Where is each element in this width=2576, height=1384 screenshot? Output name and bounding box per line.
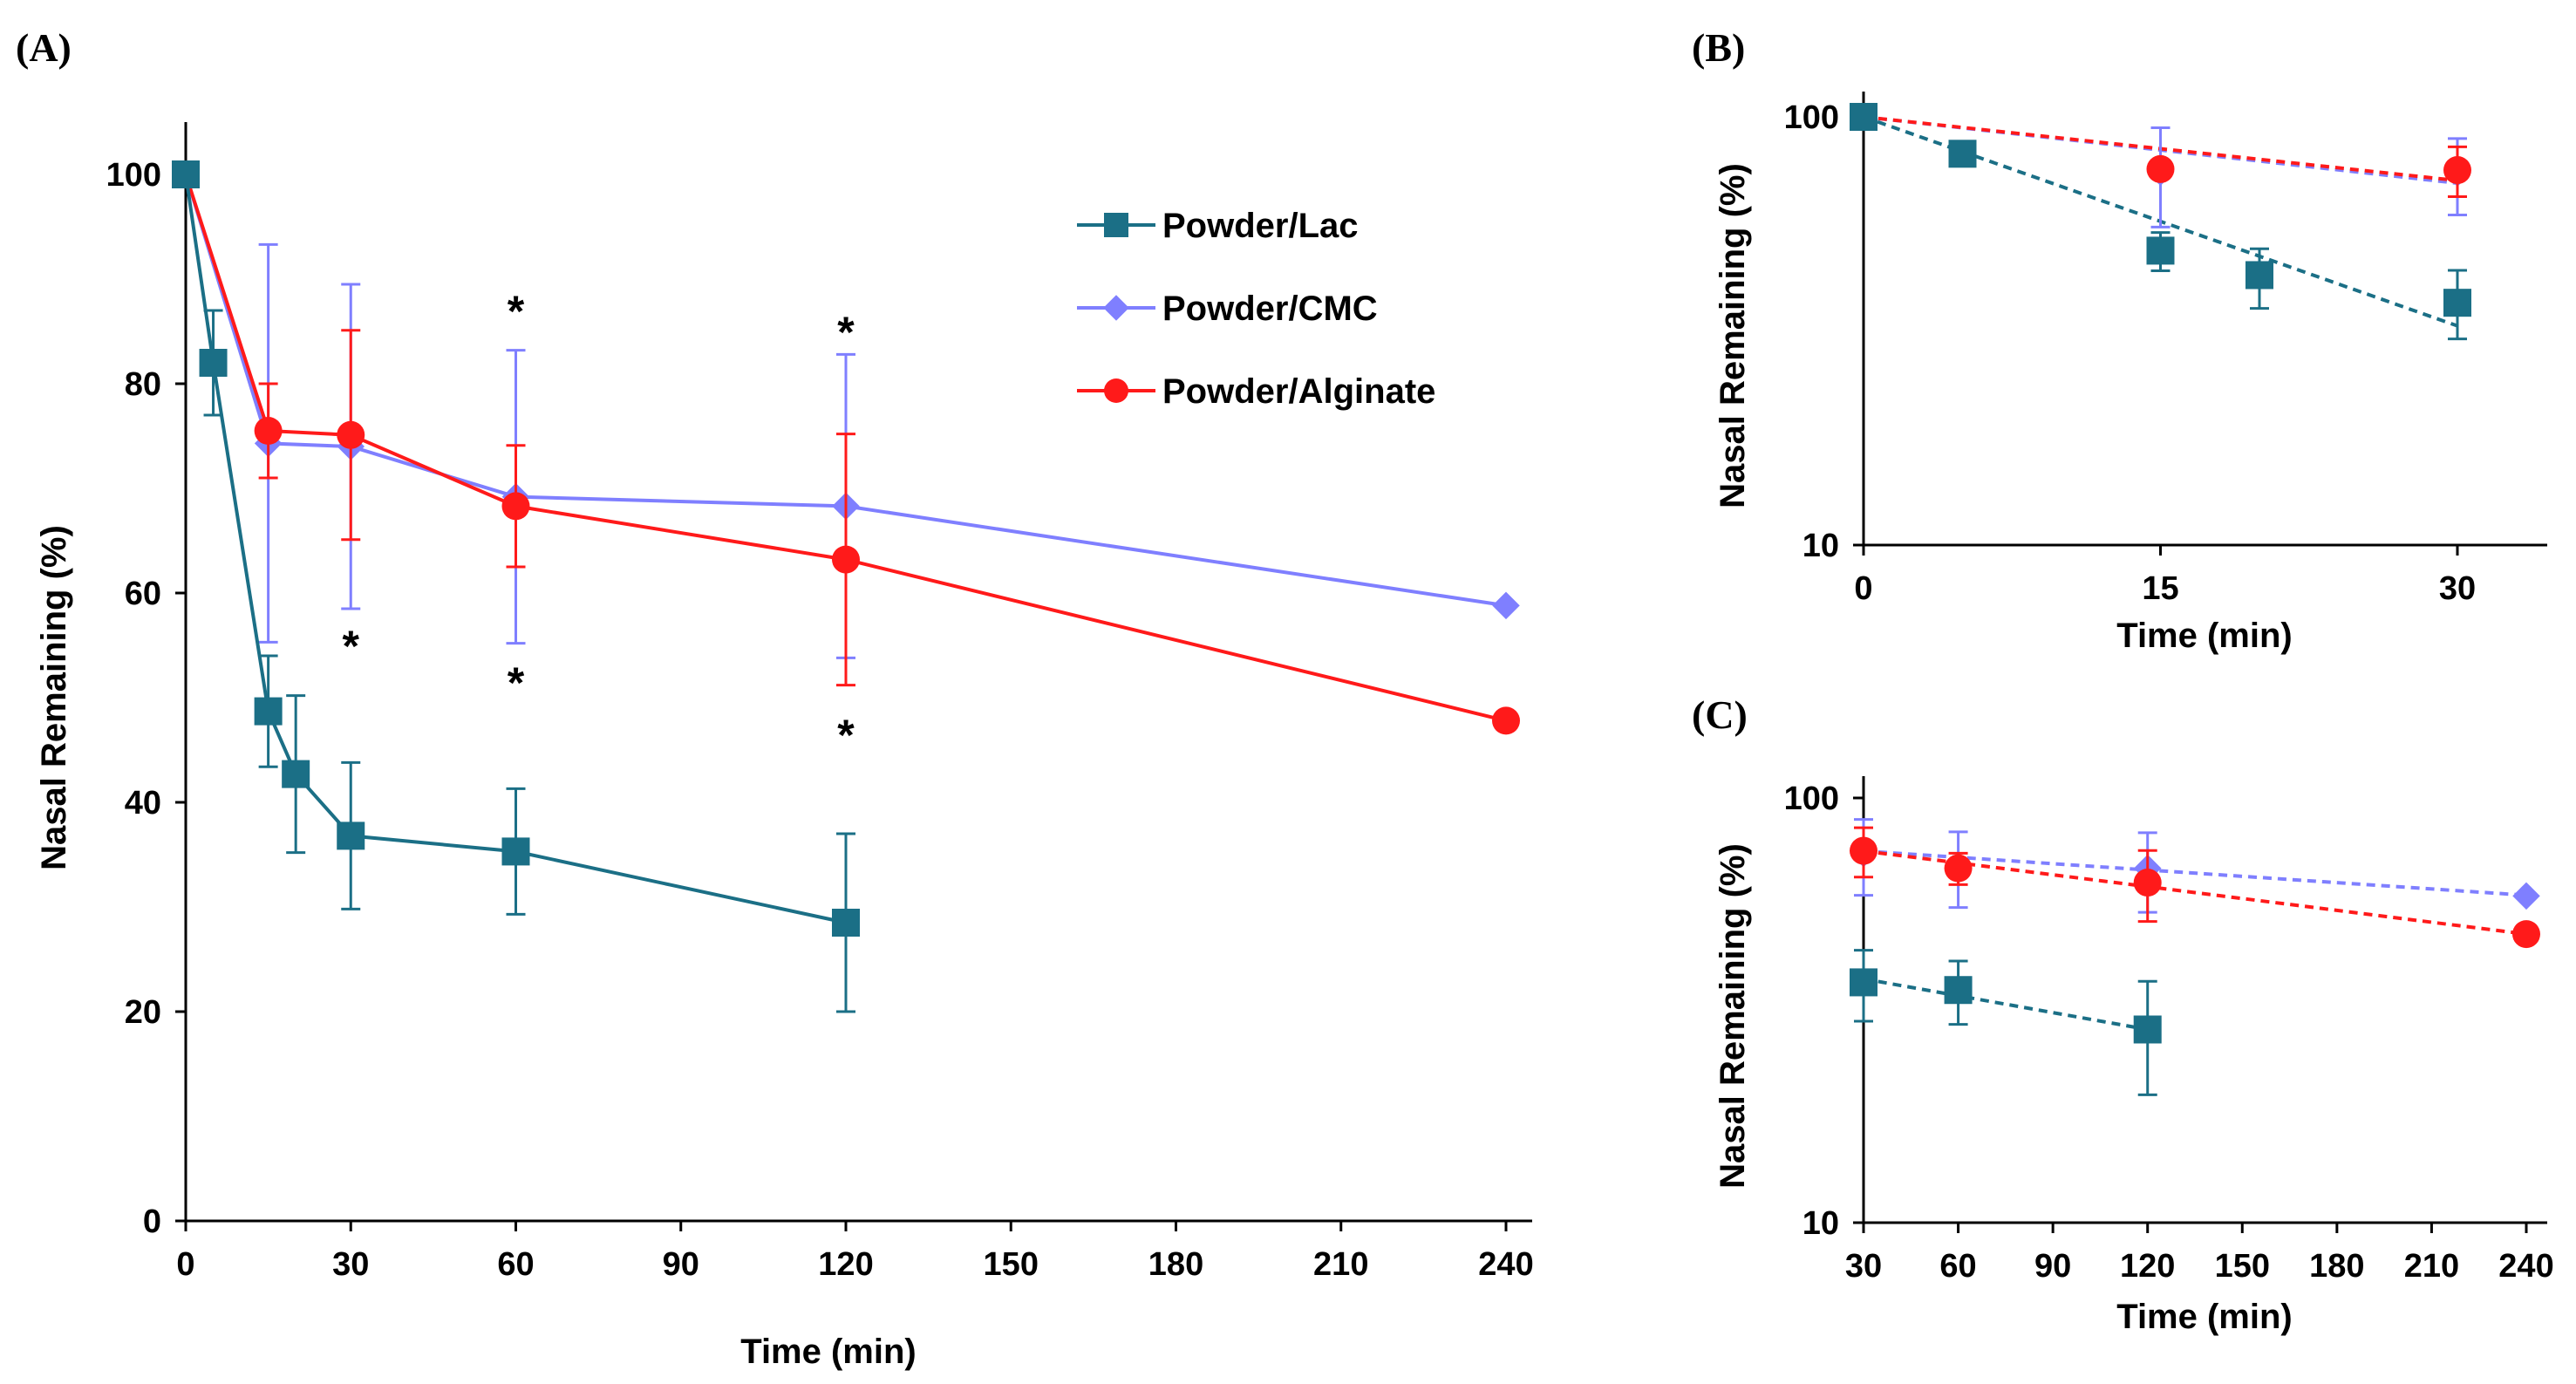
panel-a-x-tick-label: 30 xyxy=(332,1246,369,1283)
panel-a-xlabel: Time (min) xyxy=(740,1333,917,1371)
panel-c-x-tick-label: 90 xyxy=(2034,1248,2071,1285)
panel-b-x-tick-label: 15 xyxy=(2142,570,2178,607)
panel-c-trendline-powder-lac xyxy=(1863,977,2149,1032)
panel-c-point-powder-cmc xyxy=(2512,882,2540,910)
panel-a-significance-star: * xyxy=(508,658,525,707)
panel-c-y-tick-label: 10 xyxy=(1803,1205,1839,1242)
panel-a-significance-star: * xyxy=(508,287,525,336)
panel-b-point-powder-lac xyxy=(1850,103,1877,131)
panel-b-point-powder-alginate xyxy=(2443,156,2471,185)
panel-c-plot: 30 60 90 120 150 180 210 240 10 100 xyxy=(1784,776,2554,1285)
legend-item-cmc: Powder/CMC xyxy=(1077,290,1378,328)
panel-a-point-powder-lac xyxy=(832,909,860,937)
panel-c-x-tick-label: 180 xyxy=(2309,1248,2364,1285)
legend-label-alginate: Powder/Alginate xyxy=(1162,372,1435,411)
panel-a-point-powder-cmc xyxy=(1492,591,1520,620)
panel-b-x-tick-label: 30 xyxy=(2439,570,2476,607)
panel-c-series-powder-lac xyxy=(1850,949,2162,1096)
panel-a-series-powder-alginate xyxy=(172,160,1520,735)
panel-a-point-powder-lac xyxy=(254,697,283,726)
panel-label-c: (C) xyxy=(1692,692,1748,737)
panel-c-series-powder-alginate xyxy=(1850,826,2540,949)
panel-a-y-tick-label: 40 xyxy=(125,785,161,822)
legend-marker-powder-cmc xyxy=(1103,295,1129,321)
panel-c-point-powder-alginate xyxy=(1850,836,1877,865)
legend-marker-shape-powder-alginate xyxy=(1104,378,1128,403)
panel-c-point-powder-lac xyxy=(1944,976,1973,1005)
panel-a-y-tick-label: 20 xyxy=(125,994,161,1031)
panel-b-xlabel: Time (min) xyxy=(2116,617,2293,655)
panel-a-x-tick-label: 180 xyxy=(1148,1246,1203,1283)
panel-b-y-tick-label: 100 xyxy=(1784,99,1839,136)
legend-marker-powder-lac xyxy=(1104,213,1128,237)
panel-a-point-powder-alginate xyxy=(254,417,283,445)
panel-a-line-powder-alginate xyxy=(184,174,1507,723)
panel-a-point-powder-lac xyxy=(501,837,530,866)
panel-a-y-tick-label: 60 xyxy=(125,576,161,612)
panel-a-point-powder-lac xyxy=(172,160,200,188)
panel-a-point-powder-lac xyxy=(282,760,310,788)
panel-a-plot: 0 30 60 90 120 150 180 210 240 0 20 40 60 80 100 * * * * * xyxy=(106,122,1534,1283)
panel-c-x-tick-label: 30 xyxy=(1845,1248,1882,1285)
panel-c-trendline-powder-cmc xyxy=(1863,849,2527,897)
panel-c-x-tick-label: 240 xyxy=(2498,1248,2553,1285)
panel-b-point-powder-lac xyxy=(2443,289,2471,317)
panel-a-point-powder-alginate xyxy=(832,545,860,574)
panel-c-trendline-powder-alginate xyxy=(1863,849,2527,937)
panel-a-point-powder-alginate xyxy=(1492,706,1520,735)
panel-c-point-powder-alginate xyxy=(1944,854,1973,883)
legend-marker-shape-powder-lac xyxy=(1104,213,1128,237)
plots-layer: 0 30 60 90 120 150 180 210 240020406080100*****0… xyxy=(106,92,2554,1285)
legend-label-lac: Powder/Lac xyxy=(1162,207,1359,245)
panel-a-y-tick-label: 100 xyxy=(106,157,161,194)
panel-c-x-tick-label: 60 xyxy=(1939,1248,1976,1285)
panel-c-point-powder-lac xyxy=(1850,968,1877,997)
legend-item-alginate: Powder/Alginate xyxy=(1077,372,1435,411)
panel-c-point-powder-alginate xyxy=(2133,869,2162,897)
panel-label-b: (B) xyxy=(1692,25,1745,70)
panel-a-y-tick-label: 0 xyxy=(143,1203,161,1240)
panel-c-point-powder-lac xyxy=(2133,1015,2162,1044)
panel-b-y-tick-label: 10 xyxy=(1803,528,1839,564)
panel-a-point-powder-alginate xyxy=(337,420,365,449)
legend: Powder/Lac Powder/CMC Powder/Alginate xyxy=(1077,207,1435,411)
panel-a-significance-star: * xyxy=(837,711,855,760)
panel-b-point-powder-alginate xyxy=(2146,154,2175,183)
legend-marker-powder-alginate xyxy=(1104,378,1128,403)
panel-a-significance-star: * xyxy=(837,308,855,357)
panel-b-point-powder-lac xyxy=(2245,261,2273,290)
panel-a-point-powder-alginate xyxy=(501,492,530,521)
panel-a-x-tick-label: 240 xyxy=(1478,1246,1533,1283)
panel-a-ylabel: Nasal Remaining (%) xyxy=(35,525,73,870)
panel-a-x-tick-label: 210 xyxy=(1313,1246,1368,1283)
panel-c-ylabel: Nasal Remaining (%) xyxy=(1714,843,1752,1189)
panel-b-series-powder-lac xyxy=(1850,103,2471,341)
panel-b-x-tick-label: 0 xyxy=(1854,570,1872,607)
panel-a-x-tick-label: 60 xyxy=(497,1246,534,1283)
panel-a-x-tick-label: 120 xyxy=(818,1246,873,1283)
panel-c-point-powder-alginate xyxy=(2512,920,2540,949)
panel-a-x-tick-label: 90 xyxy=(663,1246,699,1283)
panel-label-a: (A) xyxy=(16,25,72,70)
panel-c-y-tick-label: 100 xyxy=(1784,781,1839,817)
panel-b-point-powder-lac xyxy=(1948,140,1977,168)
panel-c-x-tick-label: 210 xyxy=(2404,1248,2459,1285)
panel-c-xlabel: Time (min) xyxy=(2116,1298,2293,1336)
panel-a-point-powder-lac xyxy=(199,349,228,377)
legend-item-lac: Powder/Lac xyxy=(1077,207,1359,245)
panel-a-x-tick-label: 150 xyxy=(984,1246,1039,1283)
legend-marker-shape-powder-cmc xyxy=(1103,295,1129,321)
panel-c-x-tick-label: 120 xyxy=(2120,1248,2175,1285)
panel-a-x-tick-label: 0 xyxy=(176,1246,194,1283)
panel-b-plot: 0 15 30 10 100 xyxy=(1784,92,2547,607)
panel-a-point-powder-lac xyxy=(337,822,365,850)
legend-label-cmc: Powder/CMC xyxy=(1162,290,1378,328)
panel-b-point-powder-lac xyxy=(2146,236,2175,265)
panel-a-series-powder-lac xyxy=(172,160,860,1013)
panel-b-ylabel: Nasal Remaining (%) xyxy=(1714,163,1752,508)
panel-c-x-tick-label: 150 xyxy=(2215,1248,2270,1285)
panel-a-y-tick-label: 80 xyxy=(125,366,161,403)
panel-a-significance-star: * xyxy=(343,622,360,671)
